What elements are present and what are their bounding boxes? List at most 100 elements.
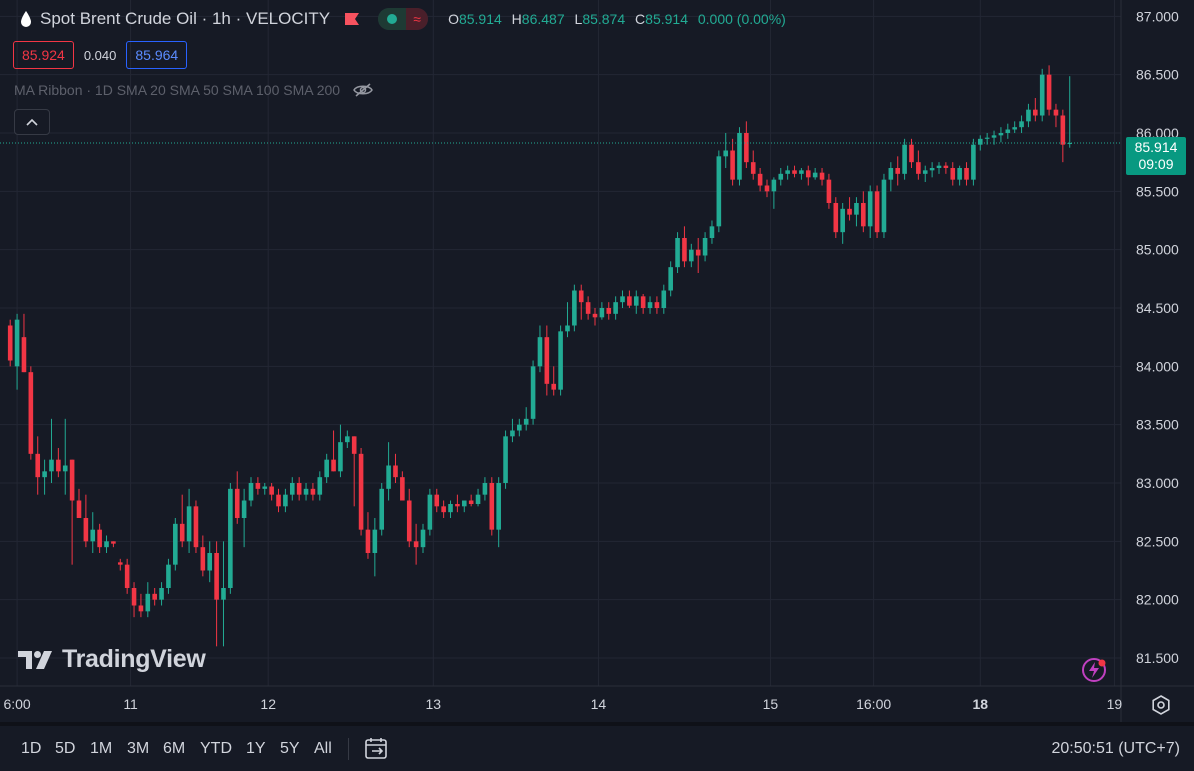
candle — [28, 366, 34, 460]
candle — [1053, 103, 1059, 128]
candle — [262, 483, 268, 495]
candle — [881, 173, 887, 238]
candle-body — [331, 459, 336, 472]
timeframe-1y[interactable]: 1Y — [246, 740, 266, 757]
collapse-legend-button[interactable] — [14, 109, 50, 135]
ohlc-low-key: L — [574, 11, 583, 27]
candle — [7, 319, 13, 367]
candle-body — [916, 162, 921, 174]
candle-body — [1005, 129, 1011, 133]
candle — [152, 588, 157, 606]
candle-body — [530, 366, 536, 419]
price-chart[interactable]: 87.00086.50086.00085.50085.00084.50084.0… — [0, 0, 1194, 722]
timeframe-5d[interactable]: 5D — [55, 740, 76, 757]
candle-body — [895, 168, 901, 174]
bottom-toolbar: 1D 5D 1M 3M 6M YTD 1Y 5Y All 20:50:51 (U… — [0, 722, 1194, 771]
candle — [909, 138, 914, 168]
price-axis-labels[interactable]: 87.00086.50086.00085.50085.00084.50084.0… — [1136, 8, 1179, 666]
candle-body — [7, 325, 13, 361]
candle — [434, 488, 440, 513]
candle — [90, 512, 96, 553]
candle — [977, 135, 983, 151]
candle — [35, 436, 41, 495]
market-status-pill[interactable]: ≈ — [378, 8, 429, 30]
candle — [971, 138, 976, 186]
candle — [861, 191, 866, 233]
candle — [867, 185, 873, 238]
time-tick-label: 11 — [123, 696, 138, 712]
candle-body — [200, 547, 206, 571]
candle — [386, 442, 391, 501]
chevron-up-icon — [26, 118, 38, 126]
candle-body — [936, 165, 942, 168]
timeframe-3m[interactable]: 3M — [127, 740, 150, 757]
ohlc-close-value: 85.914 — [645, 11, 688, 27]
sell-price-button[interactable]: 85.924 — [13, 41, 74, 69]
candle — [214, 541, 219, 647]
timeframe-5y[interactable]: 5Y — [280, 740, 300, 757]
candle — [427, 488, 433, 536]
candle-body — [984, 137, 990, 139]
candle — [503, 430, 508, 489]
candle — [145, 582, 151, 618]
candles — [7, 65, 1073, 647]
candle-body — [991, 135, 997, 138]
candle — [936, 162, 942, 174]
timeframe-all[interactable]: All — [314, 740, 332, 757]
candle-body — [228, 488, 233, 588]
candle-body — [1019, 121, 1024, 128]
timeframe-1d[interactable]: 1D — [21, 740, 42, 757]
candle-body — [737, 133, 742, 180]
buy-price-button[interactable]: 85.964 — [126, 41, 188, 69]
candle — [248, 477, 254, 507]
candle-body — [434, 494, 440, 507]
candle — [482, 477, 488, 501]
timezone-clock[interactable]: 20:50:51 (UTC+7) — [1051, 740, 1180, 757]
candle — [173, 518, 178, 571]
candle — [895, 156, 901, 186]
candle-body — [599, 308, 605, 318]
candle — [296, 477, 302, 501]
candle — [1039, 68, 1045, 122]
price-tick-label: 82.000 — [1136, 592, 1179, 608]
timeframe-1m[interactable]: 1M — [90, 740, 113, 757]
candle-body — [640, 296, 646, 308]
candle — [668, 261, 673, 297]
flag-icon[interactable] — [344, 12, 360, 26]
candle — [269, 483, 274, 501]
timeframe-6m[interactable]: 6M — [163, 740, 186, 757]
candle — [331, 430, 336, 472]
ohlc-low-value: 85.874 — [582, 11, 626, 27]
candle-body — [785, 170, 790, 174]
time-axis-labels[interactable]: 6:00 11 12 13 14 15 16:00 18 19 — [3, 696, 1122, 712]
candle-body — [833, 203, 839, 233]
candle — [620, 290, 625, 308]
candle-body — [592, 313, 598, 318]
timeframe-ytd[interactable]: YTD — [200, 740, 232, 757]
candle-body — [922, 170, 928, 174]
candle-body — [964, 168, 969, 180]
tradingview-logo: TradingView — [18, 645, 206, 674]
candle — [785, 165, 790, 180]
candle-body — [1060, 115, 1066, 145]
candle-body — [482, 483, 488, 495]
candle-body — [351, 436, 357, 454]
symbol-title[interactable]: Spot Brent Crude Oil · 1h · VELOCITY — [40, 9, 331, 28]
calendar-range-icon[interactable] — [364, 736, 390, 760]
candle-body — [757, 173, 763, 186]
candle — [661, 284, 667, 314]
candle — [241, 488, 247, 548]
candle — [324, 453, 329, 483]
candle-body — [276, 494, 281, 507]
candle — [338, 424, 343, 478]
candle — [675, 232, 680, 273]
lightning-icon[interactable] — [1080, 656, 1108, 684]
gear-icon[interactable] — [1150, 694, 1172, 716]
candle — [441, 500, 446, 518]
indicator-label[interactable]: MA Ribbon · 1D SMA 20 SMA 50 SMA 100 SMA… — [14, 82, 341, 98]
eye-hidden-icon[interactable] — [352, 82, 374, 98]
candle-body — [682, 238, 687, 262]
candle-body — [957, 168, 962, 180]
candle-body — [193, 506, 199, 548]
indicator-legend[interactable]: MA Ribbon · 1D SMA 20 SMA 50 SMA 100 SMA… — [14, 82, 374, 98]
